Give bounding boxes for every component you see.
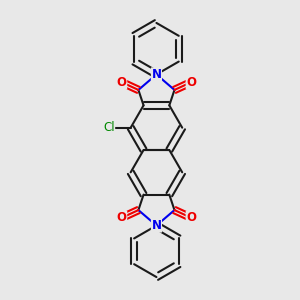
Text: O: O: [117, 76, 127, 89]
Text: O: O: [186, 76, 196, 89]
Text: O: O: [117, 211, 127, 224]
Text: N: N: [152, 68, 161, 81]
Text: N: N: [152, 219, 161, 232]
Text: O: O: [186, 211, 196, 224]
Text: Cl: Cl: [103, 121, 115, 134]
